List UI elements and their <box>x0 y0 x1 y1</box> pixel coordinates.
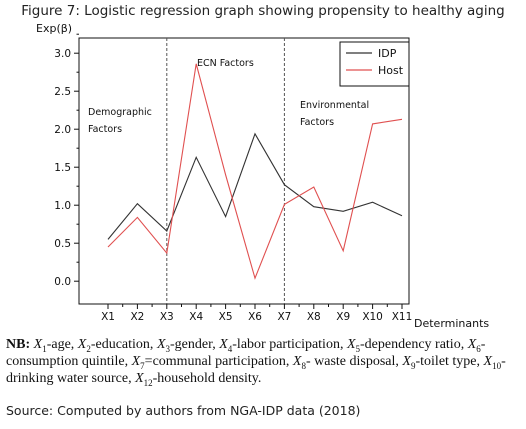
series-line-host <box>107 63 403 280</box>
plot-frame <box>78 37 410 305</box>
y-tick-label: 0.5 <box>54 238 71 250</box>
note-item: X12-household density. <box>135 371 262 388</box>
legend-box <box>339 41 410 87</box>
y-tick-label: 1.0 <box>54 200 71 212</box>
note-prefix: NB: <box>6 337 34 352</box>
legend-label-idp: IDP <box>378 47 397 60</box>
x-axis-label: Determinants <box>414 317 489 330</box>
x-tick-label: X5 <box>219 311 233 323</box>
series-lines <box>107 63 403 280</box>
note-item: X8- waste disposal, <box>292 354 403 371</box>
annotation-2-line-0: Environmental <box>300 100 369 111</box>
y-tick-label: 0.0 <box>54 276 71 288</box>
annotation-0-line-1: Factors <box>88 124 122 135</box>
variable-note: NB: X1-age, X2-education, X3-gender, X4-… <box>6 336 520 387</box>
note-item: X10-drinking water source, <box>6 354 506 386</box>
note-item: X2-education, <box>77 337 157 354</box>
x-tick-label: X2 <box>130 311 144 323</box>
source-line: Source: Computed by authors from NGA-IDP… <box>6 403 361 418</box>
note-item: X6-consumption quintile, <box>6 337 486 369</box>
y-tick-label: 2.5 <box>54 86 71 98</box>
axes: 0.0 0.5 1.0 1.5 2.0 2.5 3.0 X1 X2 X3 X4 X5 X6 X7 X8 X9 X… <box>36 22 489 330</box>
legend: IDP Host <box>339 41 410 87</box>
logistic-regression-chart: 0.0 0.5 1.0 1.5 2.0 2.5 3.0 X1 X2 X3 X4 X5 X6 X7 X8 X9 X… <box>36 22 489 330</box>
section-dividers <box>166 38 285 304</box>
section-annotations: Demographic Factors ECN Factors Environment… <box>88 58 369 135</box>
note-item: X1-age, <box>33 337 78 354</box>
y-tick-label: 1.5 <box>54 162 71 174</box>
annotation-1-line-0: ECN Factors <box>197 58 254 69</box>
x-tick-label: X9 <box>336 311 350 323</box>
x-tick-label: X4 <box>189 311 203 323</box>
note-item: X4-labor participation, <box>219 337 347 354</box>
x-tick-label: X11 <box>392 311 413 323</box>
legend-label-host: Host <box>378 64 404 77</box>
note-item: X9-toilet type, <box>402 354 484 371</box>
x-tick-label: X3 <box>160 311 174 323</box>
note-item: X5-dependency ratio, <box>346 337 468 354</box>
y-axis-label: Exp(β) <box>36 22 72 35</box>
x-tick-label: X10 <box>362 311 383 323</box>
x-tick-label: X7 <box>277 311 291 323</box>
annotation-2-line-1: Factors <box>300 117 334 128</box>
figure-title: Figure 7: Logistic regression graph show… <box>21 3 505 19</box>
note-item: X7=communal participation, <box>131 354 293 371</box>
y-tick-label: 3.0 <box>54 48 71 60</box>
note-item: X3-gender, <box>156 337 220 354</box>
x-tick-label: X1 <box>101 311 115 323</box>
annotation-0-line-0: Demographic <box>88 107 152 118</box>
x-tick-label: X6 <box>248 311 262 323</box>
x-tick-label: X8 <box>307 311 321 323</box>
y-tick-label: 2.0 <box>54 124 71 136</box>
